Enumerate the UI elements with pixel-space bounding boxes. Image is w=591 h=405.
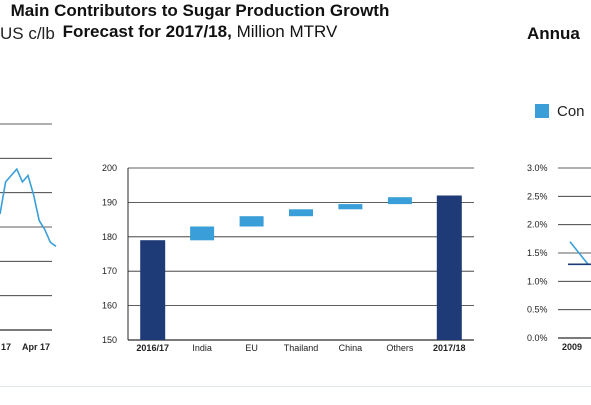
main-x-tick-label: 2017/18	[433, 343, 466, 353]
right-y-tick-label: 0.5%	[527, 305, 548, 315]
main-y-tick-label: 190	[102, 197, 117, 207]
right-x-tick-label: 2009	[562, 342, 582, 352]
change-bar	[338, 204, 363, 210]
change-bar	[190, 226, 215, 241]
main-y-tick-label: 180	[102, 232, 117, 242]
right-y-tick-label: 3.0%	[527, 163, 548, 173]
right-line-chart: 3.0% 2.5% 2.0% 1.5% 1.0% 0.5% 0.0% 2009	[527, 163, 591, 352]
right-y-tick-label: 1.5%	[527, 248, 548, 258]
left-series-line	[0, 167, 57, 247]
main-y-tick-label: 200	[102, 163, 117, 173]
main-x-tick-label: India	[192, 343, 212, 353]
total-bar	[436, 195, 462, 340]
main-x-tick-label: Others	[386, 343, 414, 353]
left-x-tick-label: Apr 17	[22, 342, 50, 352]
change-bar	[239, 216, 264, 227]
main-y-tick-label: 160	[102, 301, 117, 311]
left-x-tick-label: 17	[1, 342, 11, 352]
main-y-tick-label: 150	[102, 335, 117, 345]
left-chart-unit-label: US c/lb	[0, 24, 55, 43]
main-x-tick-label: Thailand	[284, 343, 319, 353]
right-y-tick-label: 2.0%	[527, 220, 548, 230]
main-chart-title-unit: Million MTRV	[236, 22, 338, 41]
right-series-line	[569, 241, 589, 265]
main-x-tick-label: China	[339, 343, 363, 353]
change-bar	[289, 209, 313, 217]
total-bar	[140, 240, 166, 340]
main-chart-title: Main Contributors to Sugar Production Gr…	[0, 0, 400, 42]
main-x-tick-label: EU	[245, 343, 258, 353]
bottom-divider	[0, 386, 591, 387]
main-chart-title-bold: Main Contributors to Sugar Production Gr…	[10, 1, 390, 41]
legend-swatch	[535, 104, 549, 118]
right-y-tick-label: 2.5%	[527, 191, 548, 201]
change-bar	[387, 197, 412, 205]
legend-label: Con	[557, 103, 585, 120]
right-chart-legend: Con	[535, 103, 585, 120]
left-line-chart: 17 Apr 17	[0, 123, 57, 352]
main-x-tick-label: 2016/17	[136, 343, 169, 353]
right-chart-title: Annua	[527, 24, 580, 43]
main-waterfall-chart: 150 160 170 180 190 200 2016/17 India EU Thailand…	[102, 163, 474, 353]
right-y-tick-label: 1.0%	[527, 276, 548, 286]
right-y-tick-label: 0.0%	[527, 333, 548, 343]
main-y-tick-label: 170	[102, 266, 117, 276]
